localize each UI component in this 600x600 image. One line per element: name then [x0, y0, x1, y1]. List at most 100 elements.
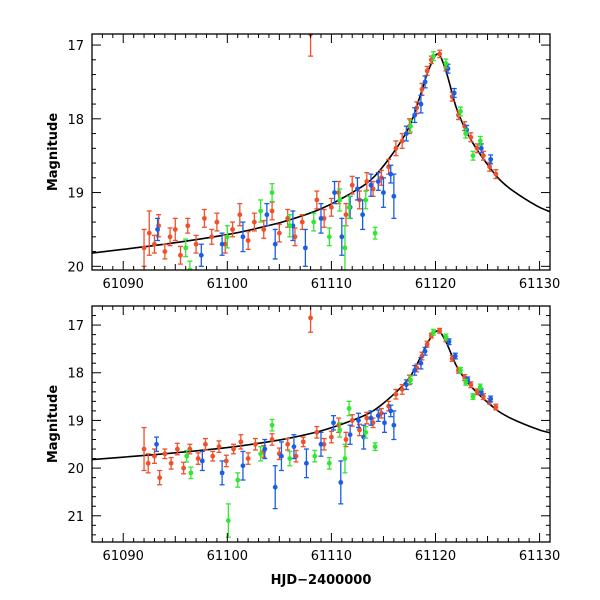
top-green-point-14	[431, 53, 436, 59]
bottom-red-point-23	[300, 439, 306, 445]
top-green-point-8	[337, 197, 343, 203]
bottom-blue-point-24	[446, 339, 452, 345]
bottom-red-point-4	[162, 451, 168, 457]
bottom-red-point-0	[141, 446, 147, 452]
top-ytick-label-3: 20	[67, 260, 84, 275]
top-red-point-18	[261, 227, 267, 232]
top-red-point-50	[480, 153, 486, 159]
bottom-red-point-43	[437, 328, 443, 334]
top-red-point-23	[299, 219, 305, 225]
bottom-green-point-16	[443, 334, 449, 340]
bottom-plot-frame	[91, 305, 551, 543]
bottom-series-blue	[154, 338, 494, 510]
bottom-ytick-label-2: 19	[67, 414, 84, 429]
top-red-point-11	[209, 234, 215, 240]
top-blue-point-16	[381, 190, 386, 195]
top-green-point-16	[458, 109, 463, 114]
top-blue-point-12	[355, 186, 360, 192]
bottom-green-point-4	[258, 451, 264, 457]
bottom-green-point-11	[346, 406, 352, 411]
top-blue-point-4	[264, 212, 270, 218]
top-blue-point-7	[302, 245, 308, 251]
top-red-point-7	[178, 252, 183, 258]
bottom-blue-point-15	[368, 415, 374, 421]
bottom-green-point-15	[431, 329, 436, 335]
bottom-ytick-label-0: 17	[67, 319, 84, 334]
top-green-point-0	[183, 245, 189, 251]
bottom-red-point-2	[152, 453, 157, 459]
top-red-point-30	[349, 182, 355, 188]
bottom-blue-point-12	[347, 432, 353, 438]
top-green-point-2	[224, 234, 230, 240]
top-blue-point-17	[388, 171, 394, 177]
bottom-green-point-7	[312, 453, 318, 459]
bottom-green-point-9	[337, 427, 343, 433]
top-blue-point-22	[422, 79, 428, 85]
top-green-point-4	[269, 190, 275, 195]
top-green-point-9	[342, 245, 348, 251]
top-red-point-17	[251, 219, 257, 225]
bottom-red-point-13	[223, 458, 229, 464]
bottom-xtick-label-4: 61130	[519, 549, 560, 564]
top-red-point-21	[285, 215, 291, 221]
top-ytick-label-1: 18	[67, 113, 84, 128]
bottom-red-point-14	[231, 446, 236, 452]
top-data-layer	[92, 34, 550, 270]
bottom-red-point-7	[181, 465, 187, 471]
top-blue-point-19	[403, 131, 409, 136]
top-blue-point-20	[412, 112, 418, 118]
top-red-point-20	[276, 230, 282, 236]
top-series-red	[141, 34, 499, 267]
bottom-red-point-3	[157, 475, 163, 481]
top-red-point-19	[269, 208, 275, 214]
top-blue-point-27	[488, 156, 494, 162]
bottom-red-point-19	[269, 437, 275, 442]
bottom-green-point-18	[463, 379, 469, 385]
bottom-red-point-24	[308, 315, 313, 321]
bottom-series-red	[141, 306, 499, 486]
bottom-red-point-25	[314, 429, 320, 435]
top-red-point-6	[172, 227, 178, 232]
top-red-point-22	[292, 234, 298, 240]
top-red-point-4	[162, 249, 168, 254]
bottom-red-point-12	[216, 444, 222, 450]
bottom-blue-point-4	[262, 446, 268, 452]
top-red-point-8	[185, 223, 191, 229]
bottom-blue-point-0	[154, 441, 159, 447]
top-red-point-27	[329, 204, 334, 210]
top-red-point-36	[393, 145, 399, 151]
top-red-point-14	[230, 227, 235, 232]
bottom-green-point-12	[363, 429, 369, 435]
top-red-point-29	[343, 212, 349, 218]
top-ytick-label-2: 19	[67, 187, 84, 202]
top-green-point-7	[326, 234, 332, 240]
bottom-red-point-6	[174, 446, 180, 452]
top-plot-frame	[91, 33, 551, 271]
bottom-red-point-32	[364, 415, 370, 421]
bottom-blue-point-10	[331, 420, 336, 426]
bottom-blue-point-18	[388, 408, 394, 414]
bottom-green-point-1	[188, 470, 194, 476]
bottom-red-point-36	[393, 391, 399, 397]
bottom-red-point-21	[285, 441, 291, 447]
top-blue-point-18	[391, 193, 397, 199]
bottom-y-axis-label: Magnitude	[46, 385, 61, 464]
bottom-red-point-27	[329, 434, 334, 440]
top-green-point-17	[463, 131, 469, 136]
top-blue-point-14	[368, 182, 374, 188]
top-y-axis-label: Magnitude	[46, 113, 61, 192]
bottom-blue-point-21	[412, 367, 418, 373]
bottom-red-point-30	[349, 418, 355, 423]
top-green-point-18	[470, 153, 476, 159]
bottom-xtick-label-2: 61110	[311, 549, 352, 564]
bottom-blue-point-16	[375, 413, 381, 419]
top-red-point-43	[437, 51, 443, 57]
bottom-green-point-6	[287, 456, 293, 461]
bottom-blue-point-8	[304, 460, 309, 466]
bottom-blue-point-6	[279, 453, 284, 459]
top-red-point-0	[141, 245, 147, 251]
bottom-blue-point-3	[240, 463, 246, 469]
bottom-green-point-8	[326, 460, 332, 466]
bottom-blue-point-7	[291, 444, 297, 450]
top-xtick-label-3: 61120	[415, 277, 456, 292]
